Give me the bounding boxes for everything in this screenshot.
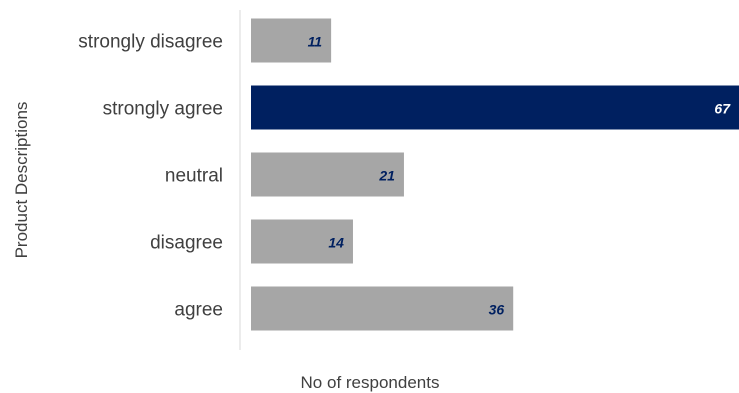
value-label-agree: 36: [489, 302, 505, 318]
category-label-neutral: neutral: [165, 166, 223, 187]
bar-neutral: [251, 152, 404, 197]
x-axis-title: No of respondents: [301, 373, 440, 392]
y-axis-title: Product Descriptions: [12, 102, 31, 259]
value-label-disagree: 14: [328, 235, 344, 251]
value-label-strongly-disagree: 11: [308, 34, 323, 50]
category-label-disagree: disagree: [150, 233, 223, 254]
value-label-strongly-agree: 67: [714, 101, 731, 117]
bar-agree: [251, 286, 514, 331]
category-label-strongly-agree: strongly agree: [103, 99, 223, 120]
value-labels: 11 67 21 14 36: [308, 34, 732, 318]
category-labels: strongly disagree strongly agree neutral di…: [78, 32, 223, 321]
bar-disagree: [251, 219, 353, 264]
category-label-agree: agree: [174, 300, 223, 321]
bar-strongly-agree: [251, 85, 739, 130]
bars-layer: [251, 18, 739, 331]
bar-strongly-disagree: [251, 18, 332, 63]
category-label-strongly-disagree: strongly disagree: [78, 32, 223, 53]
value-label-neutral: 21: [378, 168, 395, 184]
